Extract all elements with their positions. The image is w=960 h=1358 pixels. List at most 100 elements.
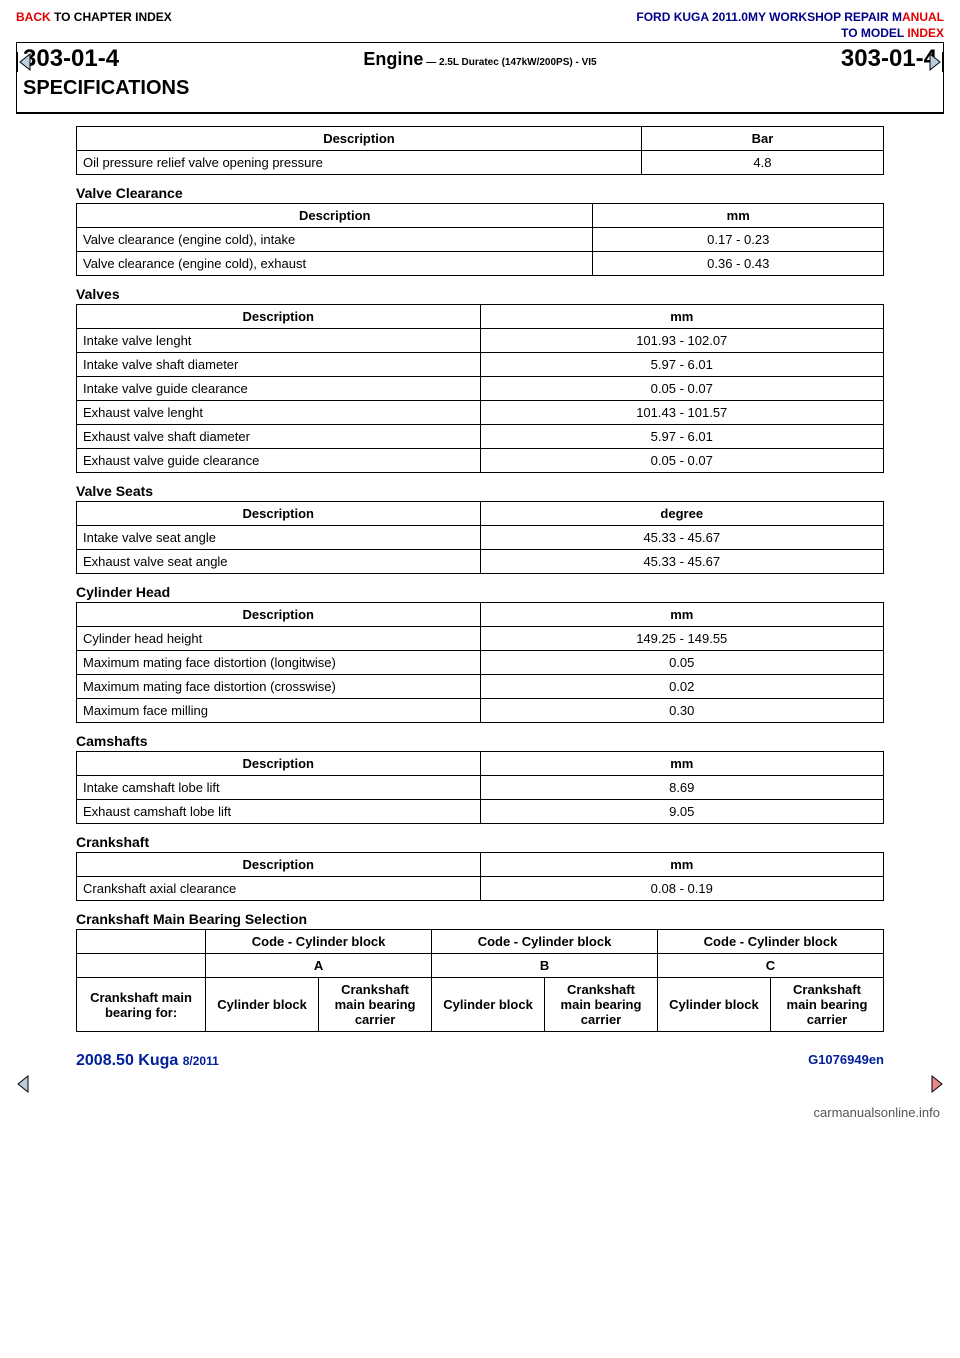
prev-page-arrow-bottom[interactable]	[16, 1074, 44, 1099]
crankshaft-table: DescriptionmmCrankshaft axial clearance0…	[76, 852, 884, 901]
table-header: Description	[77, 502, 481, 526]
table-header: Description	[77, 853, 481, 877]
table-cell: 45.33 - 45.67	[480, 526, 884, 550]
table-cell: Intake valve shaft diameter	[77, 353, 481, 377]
title-blue: FORD KUGA 2011.0MY WORKSHOP REPAIR M	[636, 10, 902, 24]
title-red: ANUAL	[902, 10, 944, 24]
back-text-black: TO CHAPTER INDEX	[54, 10, 172, 24]
valve-seats-title: Valve Seats	[76, 483, 884, 499]
camshafts-title: Camshafts	[76, 733, 884, 749]
table-cell: 0.30	[480, 699, 884, 723]
table-header: Crankshaft main bearing carrier	[770, 978, 883, 1032]
section-header: 303-01-4 Engine — 2.5L Duratec (147kW/20…	[16, 42, 944, 114]
table-header: B	[432, 954, 658, 978]
table-row: Code - Cylinder blockCode - Cylinder blo…	[77, 930, 884, 954]
footer-date: 8/2011	[183, 1054, 219, 1068]
table-cell: Intake valve guide clearance	[77, 377, 481, 401]
model-index-link[interactable]: TO MODEL INDEX	[841, 26, 944, 40]
table-cell: Maximum mating face distortion (longitwi…	[77, 651, 481, 675]
cylinder-head-title: Cylinder Head	[76, 584, 884, 600]
table-cell: 101.43 - 101.57	[480, 401, 884, 425]
table-cell: 0.02	[480, 675, 884, 699]
table-cell: 0.05	[480, 651, 884, 675]
table-cell: Crankshaft axial clearance	[77, 877, 481, 901]
back-link[interactable]: BACK TO CHAPTER INDEX	[16, 10, 172, 24]
table-cell: Oil pressure relief valve opening pressu…	[77, 151, 642, 175]
source-link[interactable]: carmanualsonline.info	[0, 1105, 940, 1120]
table-row: Exhaust valve shaft diameter5.97 - 6.01	[77, 425, 884, 449]
table-cell: Cylinder head height	[77, 627, 481, 651]
table-header	[77, 954, 206, 978]
table-row: Exhaust valve guide clearance0.05 - 0.07	[77, 449, 884, 473]
table-cell: Exhaust camshaft lobe lift	[77, 800, 481, 824]
table-row: Oil pressure relief valve opening pressu…	[77, 151, 884, 175]
pressure-table: DescriptionBarOil pressure relief valve …	[76, 126, 884, 175]
table-row: Intake valve guide clearance0.05 - 0.07	[77, 377, 884, 401]
table-cell: 101.93 - 102.07	[480, 329, 884, 353]
table-cell: Intake valve lenght	[77, 329, 481, 353]
table-cell: 0.05 - 0.07	[480, 377, 884, 401]
table-row: Exhaust camshaft lobe lift9.05	[77, 800, 884, 824]
crank-bearing-title: Crankshaft Main Bearing Selection	[76, 911, 884, 927]
table-row: Maximum mating face distortion (crosswis…	[77, 675, 884, 699]
specifications-title: SPECIFICATIONS	[23, 77, 937, 100]
table-cell: 5.97 - 6.01	[480, 353, 884, 377]
crankshaft-title: Crankshaft	[76, 834, 884, 850]
table-header: Description	[77, 305, 481, 329]
table-row: Intake valve seat angle45.33 - 45.67	[77, 526, 884, 550]
table-row: Valve clearance (engine cold), intake0.1…	[77, 228, 884, 252]
prev-page-arrow[interactable]	[16, 52, 46, 72]
table-header: mm	[480, 305, 884, 329]
table-cell: Exhaust valve guide clearance	[77, 449, 481, 473]
table-cell: 45.33 - 45.67	[480, 550, 884, 574]
next-page-arrow-bottom[interactable]	[916, 1074, 944, 1099]
footer-model: 2008.50 Kuga	[76, 1052, 183, 1069]
table-cell: 5.97 - 6.01	[480, 425, 884, 449]
valve-clearance-title: Valve Clearance	[76, 185, 884, 201]
table-cell: 0.17 - 0.23	[593, 228, 884, 252]
table-row: Intake camshaft lobe lift8.69	[77, 776, 884, 800]
valve-clearance-table: DescriptionmmValve clearance (engine col…	[76, 203, 884, 276]
table-header: C	[657, 954, 883, 978]
table-row: Cylinder head height149.25 - 149.55	[77, 627, 884, 651]
table-cell: Exhaust valve seat angle	[77, 550, 481, 574]
table-header: Cylinder block	[657, 978, 770, 1032]
table-header: Description	[77, 204, 593, 228]
table-header: Crankshaft main bearing carrier	[319, 978, 432, 1032]
table-header	[77, 930, 206, 954]
back-text-red: BACK	[16, 10, 54, 24]
table-header: Code - Cylinder block	[432, 930, 658, 954]
valves-title: Valves	[76, 286, 884, 302]
table-header: Code - Cylinder block	[206, 930, 432, 954]
footer-left: 2008.50 Kuga 8/2011	[76, 1052, 219, 1070]
table-header: Crankshaft main bearing carrier	[545, 978, 658, 1032]
table-cell: Intake valve seat angle	[77, 526, 481, 550]
table-header: Cylinder block	[206, 978, 319, 1032]
table-header: Description	[77, 603, 481, 627]
table-row: Maximum face milling0.30	[77, 699, 884, 723]
table-cell: 0.08 - 0.19	[480, 877, 884, 901]
table-cell: 0.05 - 0.07	[480, 449, 884, 473]
table-row: Intake valve shaft diameter5.97 - 6.01	[77, 353, 884, 377]
table-cell: Valve clearance (engine cold), intake	[77, 228, 593, 252]
table-header: Code - Cylinder block	[657, 930, 883, 954]
table-header: Bar	[641, 127, 883, 151]
table-header: Crankshaft main bearing for:	[77, 978, 206, 1032]
table-cell: 9.05	[480, 800, 884, 824]
table-header: Description	[77, 752, 481, 776]
table-row: Exhaust valve lenght101.43 - 101.57	[77, 401, 884, 425]
table-header: Cylinder block	[432, 978, 545, 1032]
table-row: Intake valve lenght101.93 - 102.07	[77, 329, 884, 353]
table-cell: Exhaust valve lenght	[77, 401, 481, 425]
cylinder-head-table: DescriptionmmCylinder head height149.25 …	[76, 602, 884, 723]
table-cell: Maximum face milling	[77, 699, 481, 723]
footer-doc-id: G1076949en	[808, 1052, 884, 1070]
table-cell: Intake camshaft lobe lift	[77, 776, 481, 800]
next-page-arrow[interactable]	[914, 52, 944, 72]
engine-spec: — 2.5L Duratec (147kW/200PS) - VI5	[423, 57, 596, 68]
crank-bearing-table: Code - Cylinder blockCode - Cylinder blo…	[76, 929, 884, 1032]
valve-seats-table: DescriptiondegreeIntake valve seat angle…	[76, 501, 884, 574]
table-row: Maximum mating face distortion (longitwi…	[77, 651, 884, 675]
model-blue: TO MODEL	[841, 26, 907, 40]
table-header: mm	[593, 204, 884, 228]
